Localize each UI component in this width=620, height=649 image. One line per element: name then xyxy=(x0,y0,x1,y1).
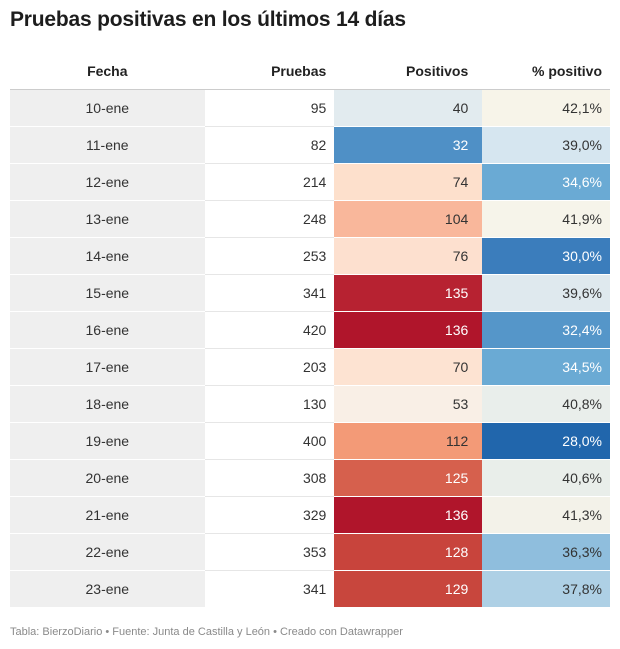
cell-positivos: 53 xyxy=(334,385,483,423)
cell-fecha: 15-ene xyxy=(10,274,205,312)
cell-pct-positivo: 34,6% xyxy=(482,163,610,201)
cell-positivos: 135 xyxy=(334,274,483,312)
table-row: 14-ene 253 76 30,0% xyxy=(10,237,610,275)
cell-pct-positivo: 41,3% xyxy=(482,496,610,534)
cell-pct-positivo: 37,8% xyxy=(482,570,610,607)
cell-pruebas: 130 xyxy=(204,385,335,423)
cell-positivos: 128 xyxy=(334,533,483,571)
column-header-pruebas[interactable]: Pruebas xyxy=(204,53,335,90)
cell-pruebas: 400 xyxy=(204,422,335,460)
cell-pruebas: 203 xyxy=(204,348,335,386)
cell-pct-positivo: 36,3% xyxy=(482,533,610,571)
cell-positivos: 40 xyxy=(334,89,483,127)
cell-pct-positivo: 28,0% xyxy=(482,422,610,460)
cell-pruebas: 341 xyxy=(204,274,335,312)
cell-positivos: 32 xyxy=(334,126,483,164)
cell-positivos: 136 xyxy=(334,496,483,534)
cell-pct-positivo: 41,9% xyxy=(482,200,610,238)
cell-pruebas: 82 xyxy=(204,126,335,164)
cell-pruebas: 329 xyxy=(204,496,335,534)
table-row: 16-ene 420 136 32,4% xyxy=(10,311,610,349)
cell-fecha: 23-ene xyxy=(10,570,205,607)
cell-pruebas: 308 xyxy=(204,459,335,497)
table-header-row: Fecha Pruebas Positivos % positivo xyxy=(10,53,610,90)
cell-pruebas: 253 xyxy=(204,237,335,275)
cell-pruebas: 214 xyxy=(204,163,335,201)
cell-fecha: 18-ene xyxy=(10,385,205,423)
cell-positivos: 129 xyxy=(334,570,483,607)
data-table: Fecha Pruebas Positivos % positivo 10-en… xyxy=(10,53,610,607)
cell-fecha: 17-ene xyxy=(10,348,205,386)
cell-fecha: 14-ene xyxy=(10,237,205,275)
cell-positivos: 112 xyxy=(334,422,483,460)
cell-pruebas: 420 xyxy=(204,311,335,349)
cell-fecha: 19-ene xyxy=(10,422,205,460)
cell-positivos: 104 xyxy=(334,200,483,238)
cell-pct-positivo: 39,0% xyxy=(482,126,610,164)
column-header-fecha[interactable]: Fecha xyxy=(10,53,205,90)
cell-pct-positivo: 39,6% xyxy=(482,274,610,312)
cell-positivos: 125 xyxy=(334,459,483,497)
chart-title: Pruebas positivas en los últimos 14 días xyxy=(10,8,406,31)
cell-pct-positivo: 32,4% xyxy=(482,311,610,349)
cell-fecha: 12-ene xyxy=(10,163,205,201)
table-row: 10-ene 95 40 42,1% xyxy=(10,89,610,127)
footer-credits: Tabla: BierzoDiario • Fuente: Junta de C… xyxy=(10,626,403,638)
table-row: 21-ene 329 136 41,3% xyxy=(10,496,610,534)
cell-fecha: 10-ene xyxy=(10,89,205,127)
table-row: 19-ene 400 112 28,0% xyxy=(10,422,610,460)
cell-positivos: 70 xyxy=(334,348,483,386)
table-row: 11-ene 82 32 39,0% xyxy=(10,126,610,164)
cell-fecha: 13-ene xyxy=(10,200,205,238)
column-header-pct-positivo[interactable]: % positivo xyxy=(482,53,610,90)
cell-pct-positivo: 34,5% xyxy=(482,348,610,386)
table-body: 10-ene 95 40 42,1% 11-ene 82 32 39,0% 12-ene 214 7… xyxy=(10,89,610,607)
table-row: 23-ene 341 129 37,8% xyxy=(10,570,610,607)
cell-positivos: 76 xyxy=(334,237,483,275)
cell-pruebas: 248 xyxy=(204,200,335,238)
table-row: 12-ene 214 74 34,6% xyxy=(10,163,610,201)
cell-pct-positivo: 42,1% xyxy=(482,89,610,127)
cell-fecha: 20-ene xyxy=(10,459,205,497)
table-row: 15-ene 341 135 39,6% xyxy=(10,274,610,312)
cell-pruebas: 353 xyxy=(204,533,335,571)
cell-pruebas: 341 xyxy=(204,570,335,607)
table-row: 17-ene 203 70 34,5% xyxy=(10,348,610,386)
cell-positivos: 74 xyxy=(334,163,483,201)
table-row: 22-ene 353 128 36,3% xyxy=(10,533,610,571)
table-row: 18-ene 130 53 40,8% xyxy=(10,385,610,423)
cell-fecha: 16-ene xyxy=(10,311,205,349)
cell-pruebas: 95 xyxy=(204,89,335,127)
column-header-positivos[interactable]: Positivos xyxy=(334,53,483,90)
cell-fecha: 11-ene xyxy=(10,126,205,164)
cell-fecha: 21-ene xyxy=(10,496,205,534)
cell-positivos: 136 xyxy=(334,311,483,349)
cell-pct-positivo: 40,6% xyxy=(482,459,610,497)
cell-fecha: 22-ene xyxy=(10,533,205,571)
cell-pct-positivo: 40,8% xyxy=(482,385,610,423)
table-row: 13-ene 248 104 41,9% xyxy=(10,200,610,238)
table-row: 20-ene 308 125 40,6% xyxy=(10,459,610,497)
cell-pct-positivo: 30,0% xyxy=(482,237,610,275)
